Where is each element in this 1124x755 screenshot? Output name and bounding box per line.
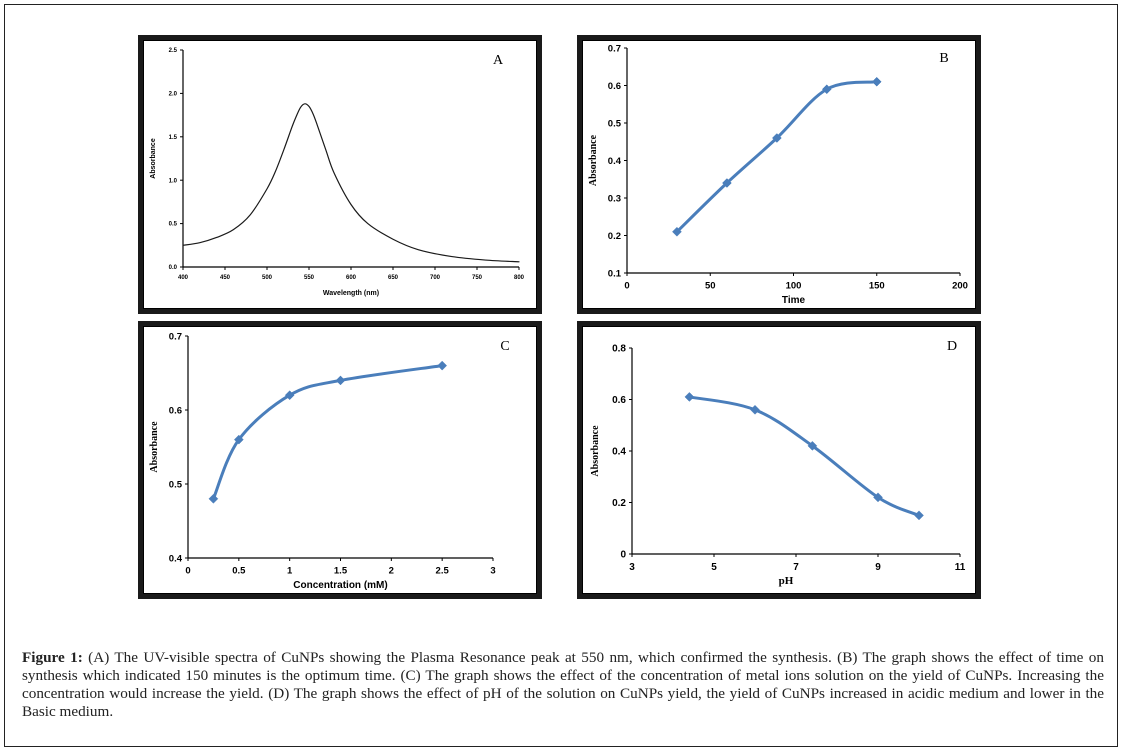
x-axis-label-b: Time <box>782 295 806 306</box>
panel-label-c: C <box>500 339 509 354</box>
figure-frame <box>4 4 1118 747</box>
y-tick-label-b: 0.1 <box>608 268 622 279</box>
y-axis-label-b: Absorbance <box>588 134 599 186</box>
y-tick-label-b: 0.7 <box>608 43 621 54</box>
panel-label-b: B <box>939 51 948 66</box>
y-tick-label-a: 2.0 <box>169 92 178 98</box>
y-tick-label-b: 0.2 <box>608 231 621 242</box>
y-tick-label-a: 1.0 <box>169 178 178 184</box>
x-tick-label-a: 600 <box>346 275 357 281</box>
y-tick-label-d: 0.4 <box>612 447 626 458</box>
x-tick-label-a: 550 <box>304 275 315 281</box>
data-point-b-3 <box>771 133 782 143</box>
y-tick-label-d: 0 <box>620 550 626 561</box>
series-line-b <box>675 80 879 234</box>
x-tick-label-d: 9 <box>875 562 881 573</box>
x-tick-label-a: 800 <box>514 275 525 281</box>
panel-b: 0.1 0.2 0.3 0.4 0.5 0.6 0.7 0 50 100 150 200 Time Abs… <box>577 35 981 314</box>
x-tick-label-d: 7 <box>793 562 799 573</box>
y-tick-label-c: 0.7 <box>169 331 182 342</box>
x-tick-label-c: 0.5 <box>232 566 246 577</box>
y-tick-label-d: 0.2 <box>612 498 626 509</box>
data-point-c-4 <box>335 375 346 386</box>
y-tick-label-b: 0.4 <box>608 156 622 167</box>
x-axis-label-c: Concentration (mM) <box>293 580 387 591</box>
chart-c-svg: 0.4 0.5 0.6 0.7 0 0.5 1 1.5 2 2.5 3 Concentration (… <box>149 331 510 591</box>
y-tick-label-a: 0.0 <box>169 265 178 271</box>
y-tick-label-d: 0.6 <box>612 395 626 406</box>
x-tick-label-d: 3 <box>629 562 635 573</box>
data-point-b-2 <box>722 178 732 188</box>
data-point-d-2 <box>750 404 760 415</box>
x-tick-label-a: 650 <box>388 275 399 281</box>
panel-a: 0.0 0.5 1.0 1.5 2.0 2.5 400 450 500 550 600 650 700 7… <box>138 35 542 314</box>
data-point-d-4 <box>873 492 883 503</box>
data-point-d-1 <box>684 392 695 402</box>
x-tick-label-b: 150 <box>869 281 885 292</box>
x-tick-label-c: 3 <box>490 566 495 577</box>
x-tick-label-c: 0 <box>185 566 190 577</box>
data-point-b-4 <box>821 84 832 95</box>
series-line-a <box>182 103 520 263</box>
chart-d-svg: 0 0.2 0.4 0.6 0.8 3 5 7 9 11 pH Absorbance D <box>590 339 966 587</box>
x-tick-label-a: 500 <box>262 275 273 281</box>
series-line-c <box>211 364 444 501</box>
panel-label-a: A <box>493 53 504 68</box>
panel-d: 0 0.2 0.4 0.6 0.8 3 5 7 9 11 pH Absorbance D <box>577 321 981 599</box>
x-tick-label-b: 100 <box>786 281 802 292</box>
x-tick-label-d: 5 <box>711 562 717 573</box>
x-tick-label-a: 750 <box>472 275 483 281</box>
x-axis-label-a: Wavelength (nm) <box>323 290 379 297</box>
y-tick-label-b: 0.3 <box>608 193 621 204</box>
x-tick-label-b: 200 <box>952 281 968 292</box>
y-tick-label-a: 1.5 <box>169 135 178 141</box>
x-tick-label-c: 1 <box>287 566 293 577</box>
y-tick-label-d: 0.8 <box>612 344 626 355</box>
x-tick-label-a: 450 <box>220 275 231 281</box>
data-point-c-1 <box>208 493 219 504</box>
y-tick-label-c: 0.4 <box>169 553 183 564</box>
x-tick-label-c: 1.5 <box>334 566 348 577</box>
panel-label-d: D <box>947 339 957 354</box>
y-axis-label-d: Absorbance <box>590 425 601 477</box>
caption-label: Figure 1: <box>22 649 83 666</box>
y-tick-label-c: 0.5 <box>169 479 183 490</box>
series-line-d <box>687 395 921 517</box>
y-tick-label-a: 2.5 <box>169 48 178 54</box>
panel-c: 0.4 0.5 0.6 0.7 0 0.5 1 1.5 2 2.5 3 Concentration (… <box>138 321 542 599</box>
data-point-d-3 <box>807 440 818 451</box>
x-axis-label-d: pH <box>779 575 794 587</box>
y-tick-label-c: 0.6 <box>169 405 182 416</box>
data-point-d-5 <box>914 510 924 521</box>
x-tick-label-a: 400 <box>178 275 189 281</box>
x-tick-label-a: 700 <box>430 275 441 281</box>
y-tick-label-b: 0.5 <box>608 118 622 129</box>
y-tick-label-a: 0.5 <box>169 222 178 228</box>
y-tick-label-b: 0.6 <box>608 81 621 92</box>
figure-caption: Figure 1: (A) The UV-visible spectra of … <box>22 649 1104 721</box>
data-point-b-1 <box>672 226 682 237</box>
caption-text: (A) The UV-visible spectra of CuNPs show… <box>22 649 1104 720</box>
x-tick-label-b: 0 <box>624 281 629 292</box>
x-tick-label-b: 50 <box>705 281 716 292</box>
x-tick-label-d: 11 <box>955 562 966 573</box>
chart-b-svg: 0.1 0.2 0.3 0.4 0.5 0.6 0.7 0 50 100 150 200 Time Abs… <box>588 43 968 306</box>
data-point-c-2 <box>233 434 244 445</box>
x-tick-label-c: 2.5 <box>436 566 450 577</box>
data-point-c-3 <box>284 390 295 401</box>
y-axis-label-a: Absorbance <box>150 138 157 179</box>
chart-a-svg: 0.0 0.5 1.0 1.5 2.0 2.5 400 450 500 550 600 650 700 7… <box>150 48 525 297</box>
data-point-b-5 <box>871 76 882 87</box>
x-tick-label-c: 2 <box>389 566 394 577</box>
data-point-c-5 <box>437 360 448 371</box>
y-axis-label-c: Absorbance <box>149 421 160 473</box>
